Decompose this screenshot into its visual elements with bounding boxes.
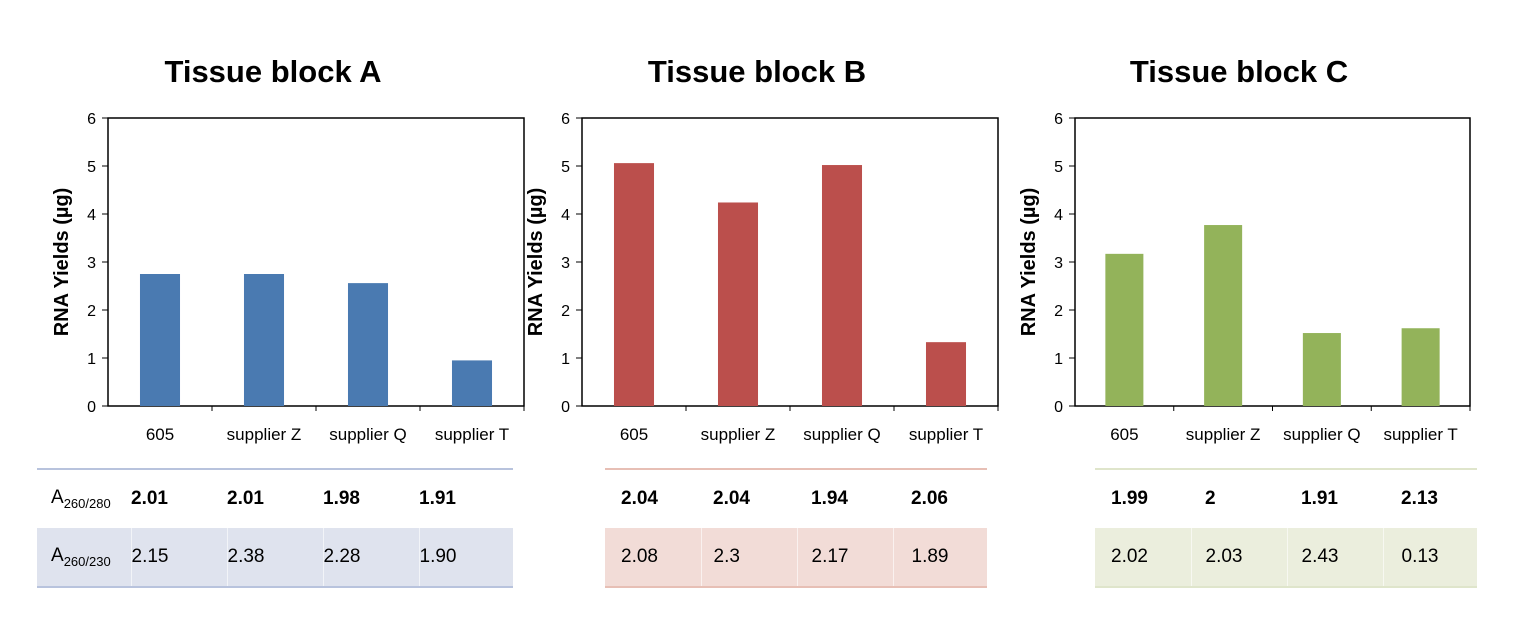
a260-230-value: 1.89 (892, 528, 987, 588)
table-row-a260-280: A260/280 2.01 2.01 1.98 1.91 (37, 468, 513, 528)
a260-230-value: 0.13 (1382, 528, 1477, 588)
bar-chart-tissue-block-b: 0 1 2 3 4 5 6 RNA Yields (µg) 605 supplier Z suppl… (525, 111, 999, 444)
chart-title-block-a: Tissue block A (164, 54, 382, 89)
a260-280-value: 2.04 (605, 468, 701, 528)
a260-230-value: 2.03 (1190, 528, 1287, 588)
bar-supplier-z (1204, 225, 1243, 406)
x-category-label: 605 (146, 425, 174, 444)
a260-230-value: 1.90 (418, 528, 513, 588)
y-tick-label: 6 (561, 111, 570, 128)
a260-280-value: 1.99 (1095, 468, 1191, 528)
table-row-a260-280: 2.04 2.04 1.94 2.06 (605, 468, 987, 528)
a260-230-value: 2.43 (1286, 528, 1383, 588)
a260-280-value: 1.98 (323, 468, 419, 528)
y-tick-label: 5 (561, 159, 570, 176)
x-category-label: supplier Q (329, 425, 406, 444)
bar-chart-tissue-block-c: 0 1 2 3 4 5 6 RNA Yields (µg) 605 supplier Z suppl… (1018, 111, 1471, 444)
a260-280-value: 2.01 (131, 468, 227, 528)
y-axis-label: RNA Yields (µg) (1018, 188, 1040, 337)
bar-605 (613, 163, 655, 406)
a260-230-value: 2.38 (226, 528, 323, 588)
a260-280-value: 2.04 (701, 468, 797, 528)
y-tick-label: 2 (87, 303, 96, 320)
a260-280-value: 2.01 (227, 468, 323, 528)
y-tick-label: 1 (87, 351, 96, 368)
y-tick-label: 0 (1054, 399, 1063, 416)
y-tick-label: 0 (561, 399, 570, 416)
bar-supplier-z (243, 274, 285, 406)
x-category-label: supplier Q (1283, 425, 1360, 444)
a260-230-value: 2.02 (1095, 528, 1191, 588)
y-tick-label: 1 (1054, 351, 1063, 368)
y-axis-label: RNA Yields (µg) (525, 188, 547, 337)
bar-chart-tissue-block-a: 0 1 2 3 4 5 6 RNA Yields (µg) 605 supplier Z suppl… (51, 111, 525, 444)
row-label-a260-230: A260/230 (37, 528, 131, 588)
x-category-label: supplier T (909, 425, 983, 444)
bar-supplier-t (925, 342, 967, 406)
y-tick-label: 4 (1054, 207, 1063, 224)
x-category-label: supplier Z (1186, 425, 1261, 444)
bar-605 (139, 274, 181, 406)
a260-280-value: 2.06 (893, 468, 987, 528)
y-tick-label: 2 (1054, 303, 1063, 320)
y-tick-label: 3 (87, 255, 96, 272)
a260-230-value: 2.17 (796, 528, 893, 588)
quality-table-block-c: 1.99 2 1.91 2.13 2.02 2.03 2.43 0.13 (1095, 468, 1477, 588)
bar-supplier-q (347, 283, 389, 406)
quality-table-block-b: 2.04 2.04 1.94 2.06 2.08 2.3 2.17 1.89 (605, 468, 987, 588)
a260-280-value: 1.94 (797, 468, 893, 528)
a260-230-value: 2.15 (130, 528, 227, 588)
x-category-label: supplier T (435, 425, 509, 444)
y-tick-label: 2 (561, 303, 570, 320)
y-tick-label: 0 (87, 399, 96, 416)
a260-230-value: 2.08 (605, 528, 701, 588)
a260-280-value: 2 (1191, 468, 1287, 528)
table-row-a260-230: A260/230 2.15 2.38 2.28 1.90 (37, 528, 513, 588)
y-tick-label: 3 (561, 255, 570, 272)
a260-280-value: 1.91 (1287, 468, 1383, 528)
x-category-label: supplier T (1383, 425, 1457, 444)
y-tick-label: 5 (87, 159, 96, 176)
a260-230-value: 2.28 (322, 528, 419, 588)
bar-supplier-t (1401, 328, 1440, 406)
y-tick-label: 4 (87, 207, 96, 224)
table-row-a260-280: 1.99 2 1.91 2.13 (1095, 468, 1477, 528)
chart-title-block-c: Tissue block C (1129, 54, 1349, 89)
y-axis-label: RNA Yields (µg) (51, 188, 73, 337)
y-tick-label: 6 (87, 111, 96, 128)
a260-280-value: 1.91 (419, 468, 513, 528)
y-tick-label: 5 (1054, 159, 1063, 176)
x-category-label: supplier Q (803, 425, 880, 444)
y-tick-label: 1 (561, 351, 570, 368)
bar-supplier-q (1302, 333, 1341, 406)
y-tick-label: 6 (1054, 111, 1063, 128)
quality-table-block-a: A260/280 2.01 2.01 1.98 1.91 A260/230 2.… (37, 468, 513, 588)
x-category-label: supplier Z (227, 425, 302, 444)
chart-title-block-b: Tissue block B (647, 54, 867, 89)
a260-280-value: 2.13 (1383, 468, 1477, 528)
table-row-a260-230: 2.02 2.03 2.43 0.13 (1095, 528, 1477, 588)
y-tick-label: 3 (1054, 255, 1063, 272)
bar-supplier-t (451, 360, 493, 406)
a260-230-value: 2.3 (700, 528, 797, 588)
y-tick-label: 4 (561, 207, 570, 224)
x-category-label: 605 (620, 425, 648, 444)
bar-605 (1105, 253, 1144, 406)
x-category-label: 605 (1110, 425, 1138, 444)
bar-supplier-q (821, 165, 863, 406)
row-label-a260-280: A260/280 (37, 468, 131, 528)
bar-supplier-z (717, 202, 759, 406)
table-row-a260-230: 2.08 2.3 2.17 1.89 (605, 528, 987, 588)
x-category-label: supplier Z (701, 425, 776, 444)
